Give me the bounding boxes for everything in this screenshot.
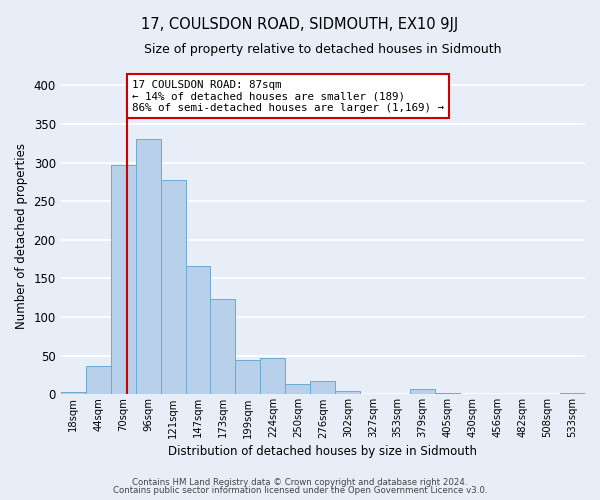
Bar <box>86 366 110 394</box>
Bar <box>410 389 435 394</box>
Text: 17 COULSDON ROAD: 87sqm
← 14% of detached houses are smaller (189)
86% of semi-d: 17 COULSDON ROAD: 87sqm ← 14% of detache… <box>132 80 444 113</box>
Bar <box>286 384 310 394</box>
Text: Contains HM Land Registry data © Crown copyright and database right 2024.: Contains HM Land Registry data © Crown c… <box>132 478 468 487</box>
Bar <box>435 393 460 394</box>
Bar <box>335 390 360 394</box>
Title: Size of property relative to detached houses in Sidmouth: Size of property relative to detached ho… <box>144 42 502 56</box>
Bar <box>235 360 260 394</box>
Bar <box>211 298 235 394</box>
Text: Contains public sector information licensed under the Open Government Licence v3: Contains public sector information licen… <box>113 486 487 495</box>
Bar <box>136 140 161 394</box>
X-axis label: Distribution of detached houses by size in Sidmouth: Distribution of detached houses by size … <box>169 444 478 458</box>
Text: 17, COULSDON ROAD, SIDMOUTH, EX10 9JJ: 17, COULSDON ROAD, SIDMOUTH, EX10 9JJ <box>142 18 458 32</box>
Bar <box>110 165 136 394</box>
Bar <box>560 393 585 394</box>
Y-axis label: Number of detached properties: Number of detached properties <box>15 143 28 329</box>
Bar <box>161 180 185 394</box>
Bar <box>310 382 335 394</box>
Bar <box>260 358 286 395</box>
Bar <box>185 266 211 394</box>
Bar <box>61 392 86 394</box>
